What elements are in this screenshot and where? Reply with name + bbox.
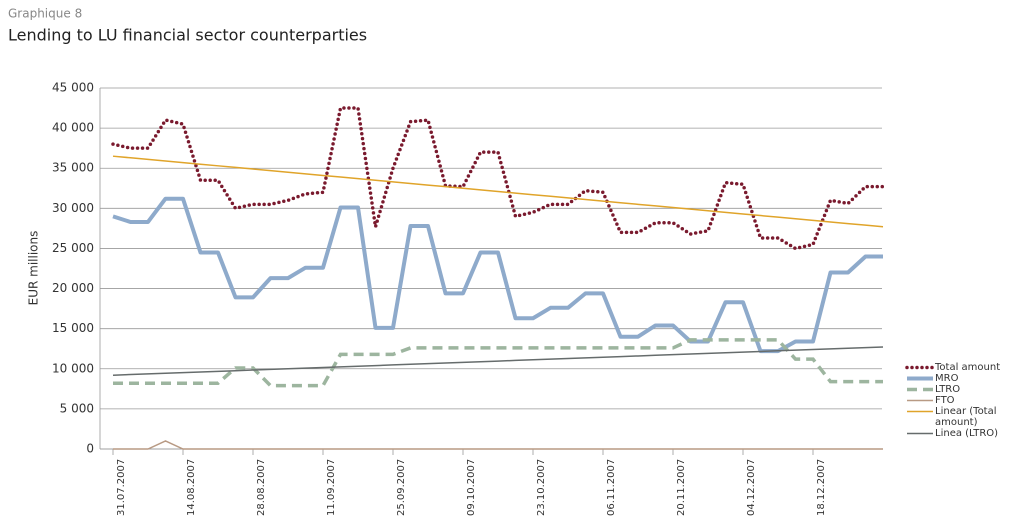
x-tick-label: 23.10.2007 bbox=[536, 459, 547, 516]
y-tick-label: 20 000 bbox=[52, 281, 94, 295]
x-tick-label: 11.09.2007 bbox=[326, 459, 337, 516]
y-tick-label: 15 000 bbox=[52, 321, 94, 335]
series-line bbox=[112, 155, 884, 228]
legend-item: FTO bbox=[905, 395, 1011, 406]
series-line bbox=[113, 440, 883, 450]
series-line bbox=[111, 106, 885, 251]
x-tick-label: 31.07.2007 bbox=[116, 459, 127, 516]
x-tick-label: 18.12.2007 bbox=[816, 459, 827, 516]
legend-swatch bbox=[907, 399, 933, 402]
y-tick-label: 40 000 bbox=[52, 121, 94, 135]
x-tick-label: 20.11.2007 bbox=[676, 459, 687, 516]
legend-swatch bbox=[907, 376, 933, 381]
legend: Total amount MRO LTRO FTO Linear (Total amou… bbox=[905, 362, 1011, 439]
x-tick-label: 09.10.2007 bbox=[466, 459, 477, 516]
legend-item: Linea (LTRO) bbox=[905, 428, 1011, 439]
legend-item: MRO bbox=[905, 373, 1011, 384]
x-tick-label: 14.08.2007 bbox=[186, 459, 197, 516]
y-tick-label: 45 000 bbox=[52, 81, 94, 95]
legend-item: Total amount bbox=[905, 362, 1011, 373]
series-line bbox=[112, 196, 883, 354]
legend-label: Linear (Total amount) bbox=[935, 406, 997, 428]
legend-swatch bbox=[907, 432, 933, 435]
legend-swatch bbox=[905, 365, 935, 370]
series-line bbox=[112, 346, 884, 376]
x-tick-label: 28.08.2007 bbox=[256, 459, 267, 516]
legend-label: MRO bbox=[935, 373, 959, 384]
legend-item: Linear (Total amount) bbox=[905, 406, 1011, 428]
y-tick-label: 35 000 bbox=[52, 161, 94, 175]
legend-label: Total amount bbox=[935, 362, 1001, 373]
y-tick-label: 5 000 bbox=[60, 401, 94, 415]
series-line bbox=[113, 338, 883, 388]
chart-title: Lending to LU financial sector counterpa… bbox=[8, 26, 367, 45]
y-axis-label: EUR millions bbox=[27, 231, 41, 306]
x-tick-label: 06.11.2007 bbox=[606, 459, 617, 516]
chart-subtitle: Graphique 8 bbox=[8, 7, 82, 21]
y-tick-label: 30 000 bbox=[52, 201, 94, 215]
y-tick-label: 25 000 bbox=[52, 241, 94, 255]
legend-swatch bbox=[907, 410, 933, 413]
legend-swatch bbox=[907, 387, 933, 392]
legend-label: Linea (LTRO) bbox=[935, 428, 999, 439]
x-tick-label: 25.09.2007 bbox=[396, 459, 407, 516]
legend-label: FTO bbox=[935, 395, 955, 406]
x-tick-label: 04.12.2007 bbox=[746, 459, 757, 516]
legend-label: LTRO bbox=[935, 384, 961, 395]
legend-item: LTRO bbox=[905, 384, 1011, 395]
y-tick-label: 10 000 bbox=[52, 361, 94, 375]
y-tick-label: 0 bbox=[86, 442, 94, 456]
